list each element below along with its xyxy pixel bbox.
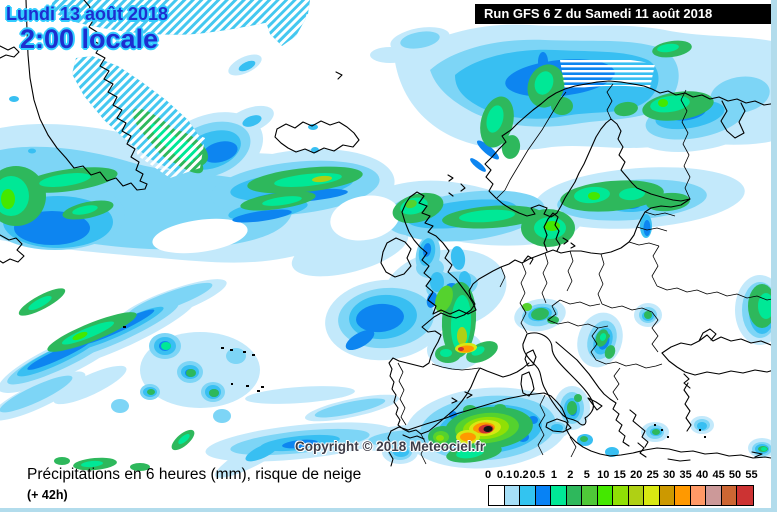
coastlines — [0, 0, 777, 467]
legend-color-swatch — [628, 486, 644, 505]
precip-gaps — [152, 195, 400, 254]
legend-label: 1 — [550, 469, 557, 481]
legend-scale: 0 0.1 0.2 0.5 1 2 5 10 15 20 25 30 35 40 45 50 55 — [484, 469, 770, 506]
precip-core-layer — [1, 99, 668, 444]
legend-label: 35 — [679, 469, 692, 481]
snow-hatch-stripes — [52, 0, 310, 178]
legend-color-swatch — [737, 486, 753, 505]
legend-label: 5 — [583, 469, 590, 481]
copyright-watermark: Copyright © 2018 Meteociel.fr — [295, 439, 485, 454]
legend-label: 55 — [745, 469, 758, 481]
snow-hatch-horizontal — [560, 57, 655, 90]
legend-color-swatch — [504, 486, 520, 505]
legend-color-swatch — [675, 486, 691, 505]
legend-color-swatch — [582, 486, 598, 505]
legend-color-boxes — [488, 485, 754, 506]
valid-hour: 2:00 locale — [20, 23, 159, 54]
legend-label: 20 — [630, 469, 643, 481]
legend-color-swatch — [551, 486, 567, 505]
legend-color-swatch — [520, 486, 536, 505]
legend-label: 0 — [484, 469, 492, 481]
valid-date: Lundi 13 août 2018 — [6, 4, 169, 24]
island-specks — [123, 326, 706, 438]
forecast-step: (+ 42h) — [27, 488, 68, 502]
legend-label: 40 — [695, 469, 709, 481]
legend-label: 30 — [663, 469, 676, 481]
legend-label: 25 — [646, 469, 659, 481]
legend-labels: 0 0.1 0.2 0.5 1 2 5 10 15 20 25 30 35 40 45 50 55 — [484, 469, 770, 485]
legend-label: 0.2 — [513, 469, 529, 481]
valid-time-box: Lundi 13 août 2018 2:00 locale — [6, 4, 169, 54]
legend-label: 15 — [613, 469, 626, 481]
legend-label: 0.1 — [496, 469, 513, 481]
legend-label: 50 — [728, 469, 742, 481]
legend-color-swatch — [489, 486, 505, 505]
legend-color-swatch — [706, 486, 722, 505]
legend-color-swatch — [659, 486, 675, 505]
legend-color-swatch — [597, 486, 613, 505]
legend-color-swatch — [613, 486, 629, 505]
legend-color-swatch — [644, 486, 660, 505]
legend-label: 10 — [597, 469, 610, 481]
legend-label: 0.5 — [529, 469, 546, 481]
legend-label: 45 — [712, 469, 725, 481]
legend-color-swatch — [535, 486, 551, 505]
legend-color-swatch — [690, 486, 706, 505]
legend-color-swatch — [566, 486, 582, 505]
model-run-bar: Run GFS 6 Z du Samedi 11 août 2018 — [475, 4, 772, 24]
frame-border-bottom — [0, 508, 777, 512]
country-borders — [397, 83, 777, 465]
legend-label: 2 — [567, 469, 574, 481]
map-caption: Précipitations en 6 heures (mm), risque … — [27, 466, 362, 483]
frame-border-right — [771, 0, 777, 512]
legend-color-swatch — [721, 486, 737, 505]
